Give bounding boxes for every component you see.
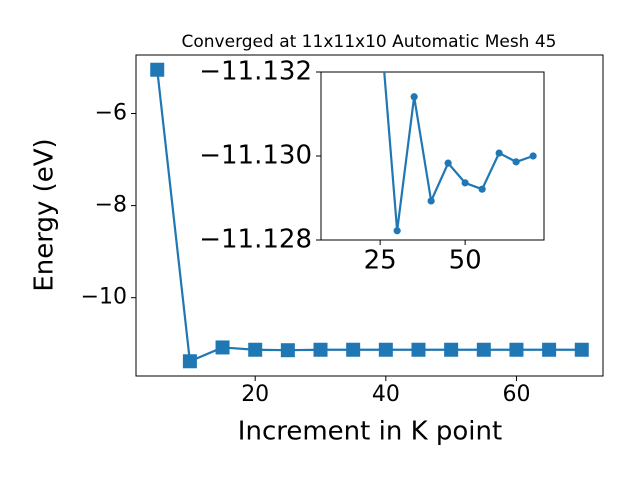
marker — [427, 197, 435, 205]
y-axis-label: Energy (eV) — [30, 138, 60, 291]
x-axis-label: Increment in K point — [238, 417, 502, 447]
y-tick-label: −6 — [95, 100, 127, 125]
chart-title: Converged at 11x11x10 Automatic Mesh 45 — [182, 32, 557, 52]
x-tick-label: 25 — [364, 246, 397, 276]
marker — [444, 342, 459, 357]
marker — [393, 227, 401, 235]
marker — [461, 179, 469, 187]
marker — [182, 354, 197, 369]
marker — [476, 342, 491, 357]
x-tick-label: 50 — [449, 246, 482, 276]
marker — [248, 342, 263, 357]
x-tick-label: 60 — [502, 382, 530, 407]
marker — [378, 342, 393, 357]
line — [383, 72, 534, 231]
marker — [495, 149, 503, 157]
y-tick-label: −11.132 — [199, 57, 312, 87]
marker — [150, 62, 165, 77]
marker — [478, 185, 486, 193]
marker — [313, 342, 328, 357]
marker — [215, 340, 230, 355]
x-tick-label: 20 — [241, 382, 269, 407]
marker — [512, 158, 520, 166]
marker — [574, 342, 589, 357]
marker — [410, 93, 418, 101]
y-tick-label: −11.130 — [199, 141, 312, 171]
y-tick-label: −10 — [81, 285, 127, 310]
marker — [542, 342, 557, 357]
x-tick-label: 40 — [372, 382, 400, 407]
marker — [346, 342, 361, 357]
plot-area — [320, 71, 545, 241]
marker — [377, 18, 384, 25]
marker — [444, 159, 452, 167]
plot-content — [377, 18, 537, 235]
marker — [509, 342, 524, 357]
y-tick-label: −8 — [95, 193, 127, 218]
marker — [529, 152, 537, 160]
y-tick-label: −11.128 — [199, 225, 312, 255]
marker — [280, 343, 295, 358]
plot-content — [150, 62, 589, 369]
marker — [411, 342, 426, 357]
